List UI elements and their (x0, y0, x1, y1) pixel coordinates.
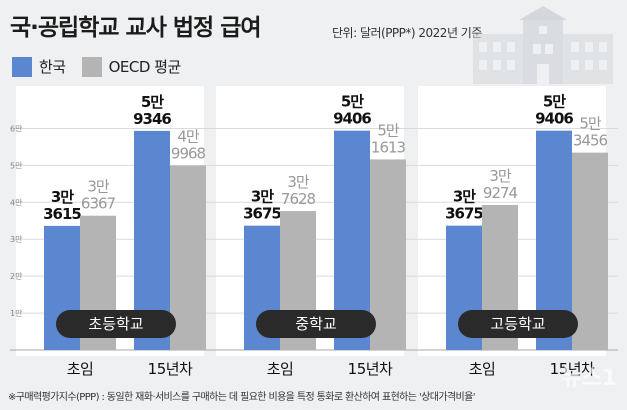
legend-swatch-korea (12, 56, 32, 77)
legend-label-oecd: OECD 평균 (108, 58, 182, 76)
data-label-korea: 5만 (543, 93, 566, 111)
data-label-oecd: 1613 (371, 138, 406, 156)
data-label-korea: 3675 (243, 205, 281, 223)
group-label: 고등학교 (490, 315, 545, 333)
legend-swatch-oecd (81, 56, 102, 77)
bar-oecd (170, 165, 206, 350)
data-label-oecd: 4만 (177, 128, 200, 146)
footnote: ※구매력평가지수(PPP) : 동일한 재화·서비스를 구매하는 데 필요한 비… (8, 392, 475, 403)
data-label-korea: 3만 (453, 188, 476, 206)
y-tick-label: 4만 (10, 198, 23, 207)
x-tick-label: 초임 (267, 360, 294, 378)
chart-title: 국·공립학교 교사 법정 급여 (10, 15, 262, 41)
x-tick-label: 초임 (67, 360, 94, 378)
data-label-oecd: 3만 (87, 178, 110, 196)
data-label-korea: 9406 (535, 110, 573, 128)
data-label-oecd: 3456 (573, 132, 608, 150)
group-label-pill (56, 310, 176, 338)
y-tick-label: 5만 (10, 161, 23, 170)
data-label-korea: 9406 (333, 110, 371, 128)
y-tick-label: 3만 (10, 235, 23, 244)
school-building-illustration (473, 6, 613, 84)
data-label-korea: 3615 (43, 205, 81, 223)
data-label-korea: 9346 (133, 110, 171, 128)
unit-label: 단위: 달러(PPP*) 2022년 기준 (332, 26, 482, 40)
x-tick-label: 15년차 (148, 360, 193, 378)
group-label-pill (458, 310, 578, 338)
data-label-oecd: 5만 (579, 115, 602, 133)
group-label-pill (256, 310, 376, 338)
data-label-oecd: 6367 (81, 195, 116, 213)
x-tick-label: 15년차 (348, 360, 393, 378)
y-tick-label: 1만 (10, 309, 23, 318)
y-tick-label: 2만 (10, 272, 23, 281)
data-label-korea: 3만 (51, 188, 74, 206)
data-label-korea: 5만 (141, 93, 164, 111)
group-label: 중학교 (295, 315, 336, 333)
bar-oecd (572, 152, 608, 350)
watermark: 뉴스1 (561, 366, 617, 391)
bar-oecd (370, 159, 406, 350)
legend-label-korea: 한국 (39, 58, 66, 76)
legend-item-korea: 한국 (12, 56, 66, 77)
data-label-oecd: 9274 (483, 184, 518, 202)
data-label-korea: 3만 (251, 188, 274, 206)
x-tick-label: 초임 (469, 360, 496, 378)
legend-item-oecd: OECD 평균 (81, 56, 182, 77)
group-label: 초등학교 (88, 315, 143, 333)
data-label-korea: 5만 (341, 93, 364, 111)
data-label-korea: 3675 (445, 205, 483, 223)
x-tick-label: 15년차 (550, 360, 595, 378)
data-label-oecd: 3만 (287, 173, 310, 191)
legend: 한국 OECD 평균 (12, 56, 197, 77)
data-label-oecd: 9968 (171, 145, 206, 163)
y-tick-label: 6만 (10, 124, 23, 133)
data-label-oecd: 3만 (489, 167, 512, 185)
data-label-oecd: 7628 (281, 190, 316, 208)
data-label-oecd: 5만 (377, 121, 400, 139)
